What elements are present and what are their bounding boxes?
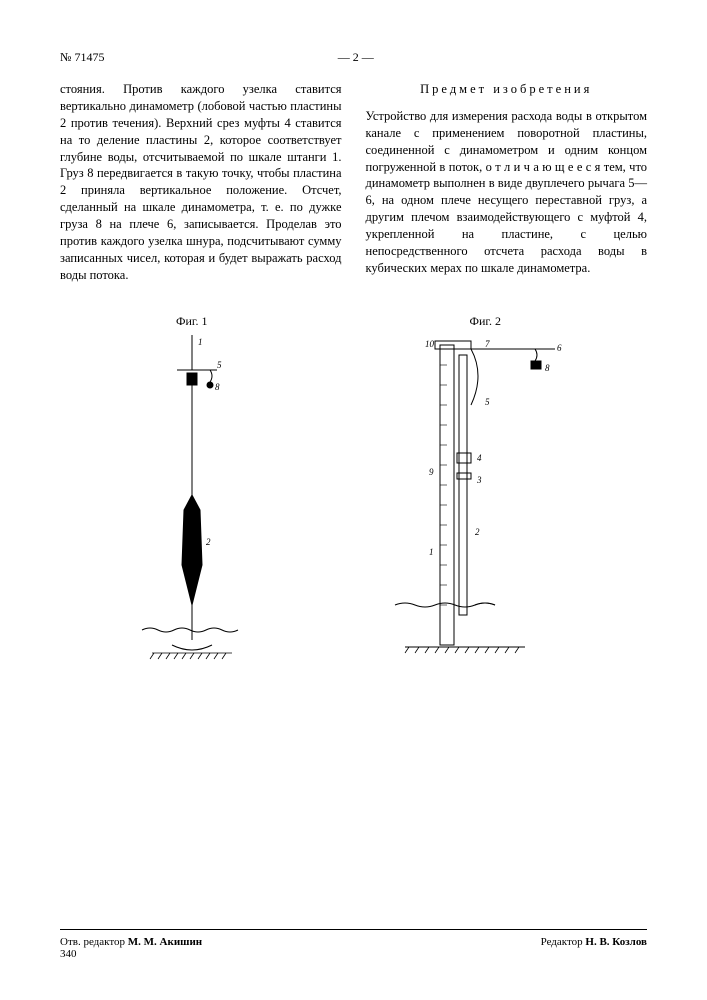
left-column: стояния. Против каждого узелка ставится … — [60, 81, 342, 284]
right-column: Предмет изобретения Устройство для измер… — [366, 81, 648, 284]
fig2-callout-2: 2 — [475, 527, 480, 537]
footer-left: Отв. редактор М. М. Акишин 340 — [60, 936, 202, 960]
left-paragraph: стояния. Против каждого узелка ставится … — [60, 81, 342, 284]
footer-right: Редактор Н. В. Козлов — [541, 936, 647, 960]
figure-1-svg: 1 5 8 2 — [122, 335, 262, 675]
footer-code: 340 — [60, 948, 202, 960]
fig1-callout-2: 2 — [206, 537, 211, 547]
fig1-callout-5: 5 — [217, 360, 222, 370]
page-marker: — 2 — — [338, 50, 374, 65]
figure-2-svg: 10 7 6 8 5 4 9 3 2 1 — [385, 335, 585, 675]
figure-1-label: Фиг. 1 — [176, 314, 207, 329]
text-columns: стояния. Против каждого узелка ставится … — [60, 81, 647, 284]
figure-1: Фиг. 1 — [122, 314, 262, 675]
figures-row: Фиг. 1 — [60, 314, 647, 675]
fig2-callout-7: 7 — [485, 339, 490, 349]
fig2-callout-4: 4 — [477, 453, 482, 463]
page-footer: Отв. редактор М. М. Акишин 340 Редактор … — [60, 929, 647, 960]
fig2-callout-1: 1 — [429, 547, 434, 557]
fig2-callout-10: 10 — [425, 339, 435, 349]
fig2-callout-5: 5 — [485, 397, 490, 407]
fig2-callout-3: 3 — [476, 475, 482, 485]
claims-heading: Предмет изобретения — [366, 81, 648, 98]
fig2-callout-9: 9 — [429, 467, 434, 477]
doc-number: № 71475 — [60, 50, 104, 65]
fig1-callout-8: 8 — [215, 382, 220, 392]
page-header: № 71475 — 2 — — [60, 50, 647, 65]
fig2-callout-6: 6 — [557, 343, 562, 353]
fig2-callout-8: 8 — [545, 363, 550, 373]
fig1-callout-1: 1 — [198, 337, 203, 347]
resp-editor: Отв. редактор М. М. Акишин — [60, 936, 202, 948]
right-paragraph: Устройство для измерения расхода воды в … — [366, 108, 648, 277]
figure-2-label: Фиг. 2 — [470, 314, 501, 329]
figure-2: Фиг. 2 — [385, 314, 585, 675]
page: № 71475 — 2 — стояния. Против каждого уз… — [0, 0, 707, 1000]
